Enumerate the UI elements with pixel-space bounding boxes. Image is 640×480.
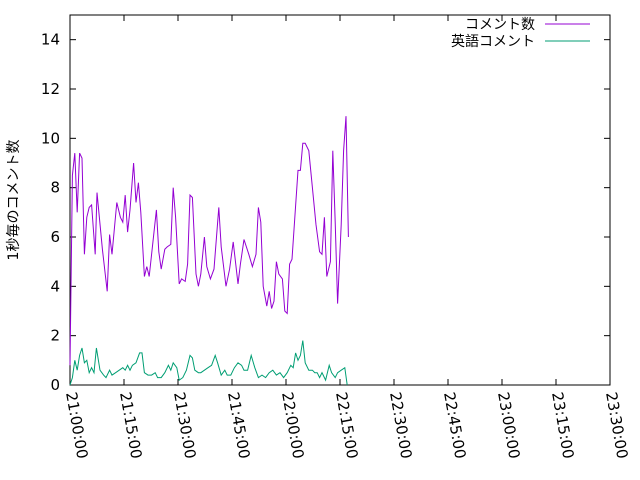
y-tick-label: 4 (50, 277, 60, 295)
y-axis: 0 2 4 6 8 10 12 14 (41, 31, 610, 394)
legend-label: コメント数 (465, 17, 535, 33)
series-layer (69, 116, 349, 386)
y-tick-label: 6 (50, 228, 60, 246)
x-tick-label: 21:15:00 (116, 391, 145, 460)
plot-border (69, 14, 611, 386)
x-tick-label: 23:15:00 (548, 391, 577, 460)
plot-area (69, 14, 611, 386)
y-tick-label: 12 (41, 80, 60, 98)
series-line-2 (69, 340, 348, 386)
x-tick-label: 22:00:00 (278, 391, 307, 460)
x-tick-label: 22:15:00 (332, 391, 361, 460)
y-tick-label: 14 (41, 31, 60, 49)
y-tick-label: 10 (41, 129, 60, 147)
x-tick-label: 23:00:00 (494, 391, 523, 460)
y-axis-label: 1秒毎のコメント数 (6, 140, 22, 261)
legend-label: 英語コメント (451, 33, 535, 50)
x-tick-label: 22:45:00 (440, 391, 469, 460)
x-tick-label: 21:00:00 (62, 391, 91, 460)
x-tick-label: 21:30:00 (170, 391, 199, 460)
x-axis: 21:00:00 21:15:00 21:30:00 21:45:00 22:00:00… (62, 15, 631, 460)
y-tick-label: 0 (50, 376, 60, 394)
x-tick-label: 21:45:00 (224, 391, 253, 460)
y-tick-label: 2 (50, 327, 60, 345)
y-tick-label: 8 (50, 179, 60, 197)
x-tick-label: 23:30:00 (602, 391, 631, 460)
series-line-1 (69, 116, 349, 366)
x-tick-label: 22:30:00 (386, 391, 415, 460)
